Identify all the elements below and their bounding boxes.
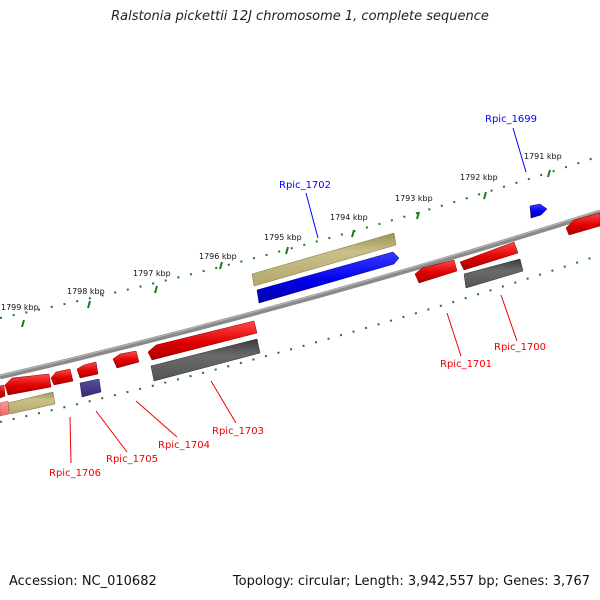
forward-scale-track [0, 155, 600, 319]
gene-rpic-1702-arrow[interactable] [256, 251, 400, 304]
gene-rpic-1699-arrow[interactable] [529, 203, 548, 219]
tick-label-1794: 1794 kbp [330, 213, 368, 222]
gene-label-rpic-1699[interactable]: Rpic_1699 [485, 114, 537, 125]
gene-label-rpic-1705[interactable]: Rpic_1705 [106, 454, 158, 465]
feature-rpic-1702-region [251, 232, 397, 287]
feature-left-pink-region [0, 400, 10, 417]
gene-left-1-arrow[interactable] [4, 373, 52, 396]
gene-label-rpic-1701[interactable]: Rpic_1701 [440, 359, 492, 370]
gene-rpic-1703-arrow[interactable] [147, 320, 258, 361]
feature-rpic-1700-region [463, 258, 524, 289]
tick-label-1799: 1799 kbp [1, 303, 39, 312]
major-ticks [21, 169, 551, 328]
feature-rpic-1704-region [79, 378, 102, 398]
map-title: Ralstonia pickettii 12J chromosome 1, co… [111, 9, 489, 24]
tick-label-1796: 1796 kbp [199, 252, 237, 261]
tick-label-1797: 1797 kbp [133, 269, 171, 278]
tick-label-1798: 1798 kbp [67, 287, 105, 296]
gene-left-2-arrow[interactable] [0, 384, 6, 399]
gene-rpic-1704-arrow[interactable] [112, 350, 140, 369]
gene-offscreen-right-arrow[interactable] [565, 212, 600, 236]
gene-label-rpic-1706[interactable]: Rpic_1706 [49, 468, 101, 479]
feature-left-region [7, 391, 56, 415]
reverse-scale-track [0, 254, 600, 423]
topology-summary: Topology: circular; Length: 3,942,557 bp… [232, 574, 590, 589]
gene-label-rpic-1704[interactable]: Rpic_1704 [158, 440, 210, 451]
gene-rpic-1700-arrow[interactable] [459, 241, 519, 271]
tick-label-1792: 1792 kbp [460, 173, 498, 182]
accession-text: Accession: NC_010682 [9, 574, 157, 589]
gene-rpic-1705-arrow[interactable] [76, 361, 99, 379]
tick-label-1793: 1793 kbp [395, 194, 433, 203]
label-leaders [69, 127, 527, 464]
gene-label-rpic-1703[interactable]: Rpic_1703 [212, 426, 264, 437]
gene-label-rpic-1702[interactable]: Rpic_1702 [279, 180, 331, 191]
gene-rpic-1701-arrow[interactable] [414, 259, 458, 284]
tick-label-1795: 1795 kbp [264, 233, 302, 242]
tick-label-1791: 1791 kbp [524, 152, 562, 161]
gene-rpic-1706-arrow[interactable] [50, 368, 74, 386]
gene-label-rpic-1700[interactable]: Rpic_1700 [494, 342, 546, 353]
feature-rpic-1703-region [150, 338, 261, 382]
chromosome-backbone [0, 209, 600, 380]
